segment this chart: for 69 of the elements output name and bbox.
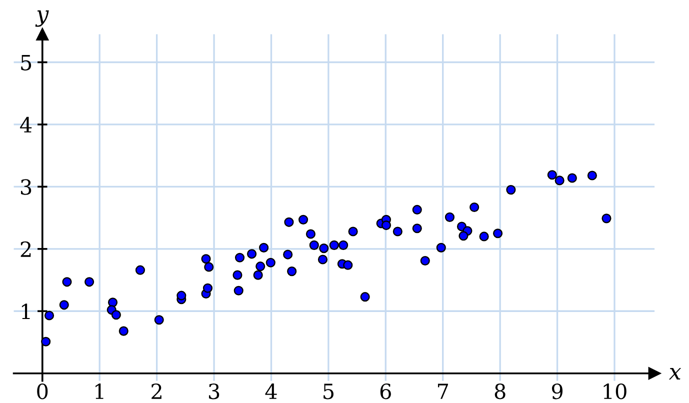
point — [135, 265, 146, 275]
point — [204, 262, 214, 272]
x-tick-label: 1 — [96, 383, 104, 399]
point — [381, 220, 392, 230]
point — [493, 228, 503, 238]
x-axis-title: x — [668, 368, 682, 380]
y-tick-label: 5 — [21, 54, 32, 70]
x-tick-label: 0 — [37, 383, 48, 400]
point — [62, 277, 72, 287]
point — [234, 286, 244, 296]
x-tick-label: 8 — [494, 383, 506, 400]
point — [266, 258, 276, 268]
y-axis-title: y — [35, 10, 49, 27]
point — [479, 232, 489, 242]
point — [444, 212, 455, 222]
y-tick-label: 3 — [20, 179, 32, 195]
point — [306, 229, 316, 239]
point — [348, 226, 358, 236]
point — [259, 242, 269, 252]
point — [246, 249, 257, 259]
x-tick-label: 4 — [265, 383, 277, 399]
point — [298, 214, 308, 224]
point — [309, 240, 319, 250]
point — [59, 300, 69, 310]
point — [44, 310, 54, 320]
x-tick-label: 5 — [324, 384, 334, 400]
x-tick-label: 9 — [552, 383, 563, 400]
y-tick-label: 4 — [20, 116, 32, 132]
x-tick-label: 2 — [152, 383, 162, 399]
point — [470, 202, 480, 212]
point — [412, 224, 422, 234]
point — [412, 204, 422, 215]
point — [318, 254, 328, 264]
point — [360, 292, 370, 302]
point — [436, 242, 446, 252]
point — [587, 170, 597, 180]
point — [234, 252, 245, 262]
point — [338, 240, 348, 250]
point — [420, 256, 430, 266]
point — [283, 250, 293, 260]
point — [202, 283, 213, 293]
point — [458, 231, 468, 241]
point — [284, 217, 294, 227]
point — [554, 176, 564, 186]
point — [602, 214, 612, 224]
y-tick-label: 2 — [20, 241, 31, 257]
point — [343, 260, 353, 270]
point — [329, 240, 339, 250]
point — [547, 170, 557, 180]
point — [41, 336, 51, 346]
point — [154, 315, 164, 325]
point — [176, 290, 186, 300]
point — [111, 310, 121, 320]
x-tick-label: 10 — [604, 383, 626, 400]
x-tick-label: 3 — [208, 383, 220, 400]
point — [84, 277, 94, 287]
point — [319, 244, 329, 254]
point — [506, 185, 516, 195]
point — [253, 270, 263, 280]
point — [392, 226, 402, 236]
x-tick-label: 7 — [438, 384, 448, 399]
y-tick-label: 1 — [22, 304, 30, 320]
point — [256, 262, 266, 272]
point — [118, 326, 128, 336]
point — [287, 266, 297, 276]
x-tick-label: 6 — [380, 383, 391, 400]
point — [232, 270, 242, 280]
point — [567, 173, 577, 183]
point — [201, 254, 211, 264]
